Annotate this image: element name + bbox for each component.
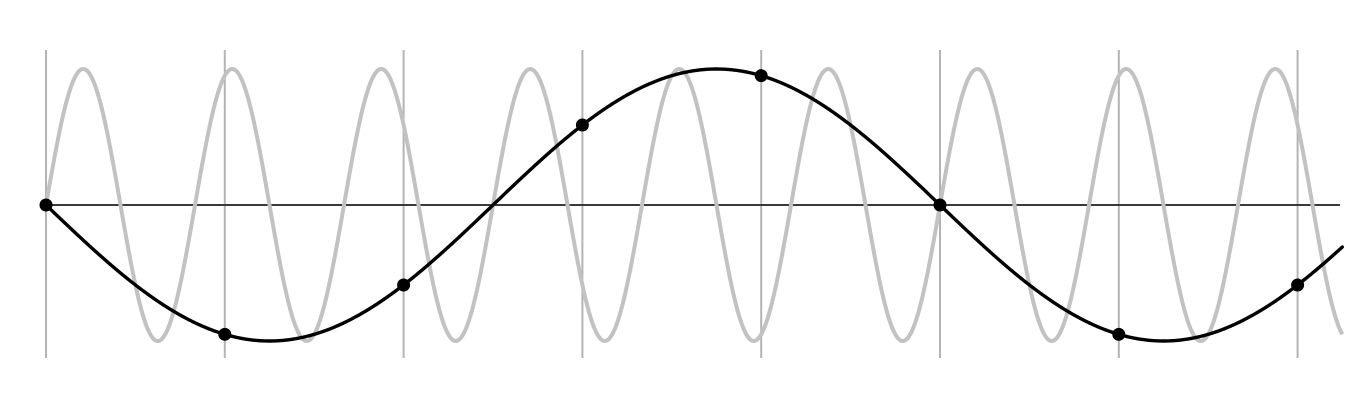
sample-points	[39, 69, 1305, 341]
sample-point-3	[575, 118, 589, 132]
high-frequency-wave	[44, 67, 1345, 343]
sample-point-6	[1112, 327, 1126, 341]
sample-point-5	[933, 198, 947, 212]
sample-point-1	[218, 327, 232, 341]
sample-point-2	[397, 278, 411, 292]
sample-point-0	[39, 198, 53, 212]
sample-point-4	[754, 69, 768, 83]
alias-wave	[44, 67, 1344, 343]
sample-point-7	[1291, 278, 1305, 292]
